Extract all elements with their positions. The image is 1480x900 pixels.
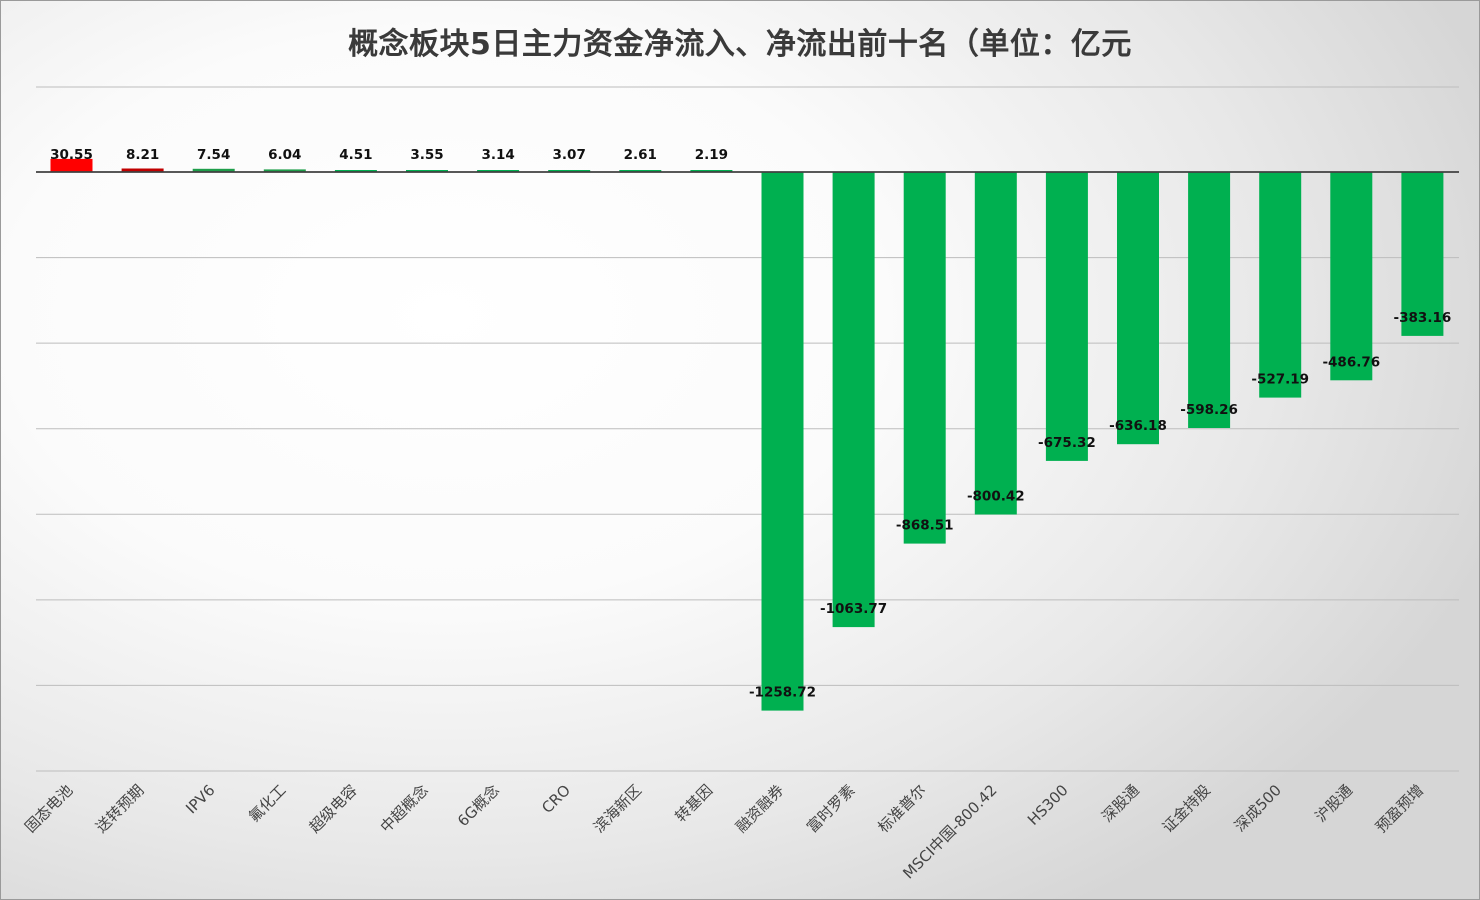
data-label: -1063.77 <box>820 601 887 617</box>
category-label: 富时罗素 <box>803 781 858 836</box>
gridlines <box>36 86 1459 772</box>
bar <box>548 170 591 172</box>
bar <box>761 172 804 711</box>
bar <box>974 172 1017 515</box>
data-labels: 30.55 8.21 7.54 6.04 4.51 3.55 3.14 3.07 2.61 2.1… <box>50 147 1451 701</box>
data-label: 8.21 <box>126 147 159 163</box>
bar <box>192 168 235 172</box>
bar <box>406 170 448 172</box>
bar <box>477 170 520 172</box>
chart-title: 概念板块5日主力资金净流入、净流出前十名（单位：亿元 <box>348 27 1132 62</box>
data-label: 6.04 <box>268 147 301 163</box>
category-label: 转基因 <box>672 781 717 826</box>
data-label: 3.07 <box>553 147 586 163</box>
category-label: 氟化工 <box>245 781 290 826</box>
category-label: 预盈预增 <box>1372 781 1427 836</box>
data-label: 4.51 <box>339 147 372 163</box>
category-labels: 固态电池 送转预期 IPV6 氟化工 超级电容 中超概念 6G概念 CRO 滨海新区 转基因 融资融… <box>21 781 1427 882</box>
bar <box>1330 172 1373 381</box>
bar <box>1188 172 1231 428</box>
bar <box>690 170 733 172</box>
data-label: 3.14 <box>481 147 514 163</box>
bar <box>1117 172 1159 445</box>
data-label: -1258.72 <box>749 685 816 701</box>
data-label: -383.16 <box>1394 310 1452 326</box>
data-label: -636.18 <box>1109 418 1167 434</box>
data-label: -598.26 <box>1180 402 1238 418</box>
category-label: CRO <box>538 781 574 817</box>
bar <box>832 172 875 628</box>
data-label: -527.19 <box>1251 372 1309 388</box>
bars <box>50 158 1444 711</box>
category-label: 送转预期 <box>92 781 147 836</box>
bar <box>334 170 377 172</box>
bar <box>50 158 93 172</box>
data-label: -800.42 <box>967 489 1025 505</box>
data-label: -675.32 <box>1038 435 1096 451</box>
category-label: 沪股通 <box>1312 781 1357 826</box>
category-label: IPV6 <box>182 781 218 817</box>
category-label: 固态电池 <box>21 781 76 836</box>
bar <box>903 172 946 544</box>
category-label: 超级电容 <box>306 781 361 836</box>
data-label: -486.76 <box>1322 354 1380 370</box>
bar <box>619 170 662 172</box>
category-label: 深股通 <box>1098 781 1143 826</box>
data-label: 30.55 <box>50 147 93 163</box>
bar <box>1259 172 1302 398</box>
category-label: 中超概念 <box>377 781 432 836</box>
category-label: 标准普尔 <box>874 781 929 836</box>
category-label: 6G概念 <box>454 781 503 830</box>
category-label: 滨海新区 <box>590 781 645 836</box>
category-label: 融资融券 <box>732 781 787 836</box>
bar <box>263 169 306 172</box>
data-label: 3.55 <box>410 147 443 163</box>
data-label: 7.54 <box>197 147 230 163</box>
bar <box>1401 172 1444 336</box>
category-label: 证金持股 <box>1159 781 1214 836</box>
bar <box>121 168 164 172</box>
bar <box>1045 172 1088 461</box>
category-label: HS300 <box>1024 781 1072 829</box>
data-label: 2.19 <box>695 147 728 163</box>
category-label: 深成500 <box>1231 781 1285 835</box>
data-label: 2.61 <box>624 147 657 163</box>
data-label: -868.51 <box>896 518 954 534</box>
